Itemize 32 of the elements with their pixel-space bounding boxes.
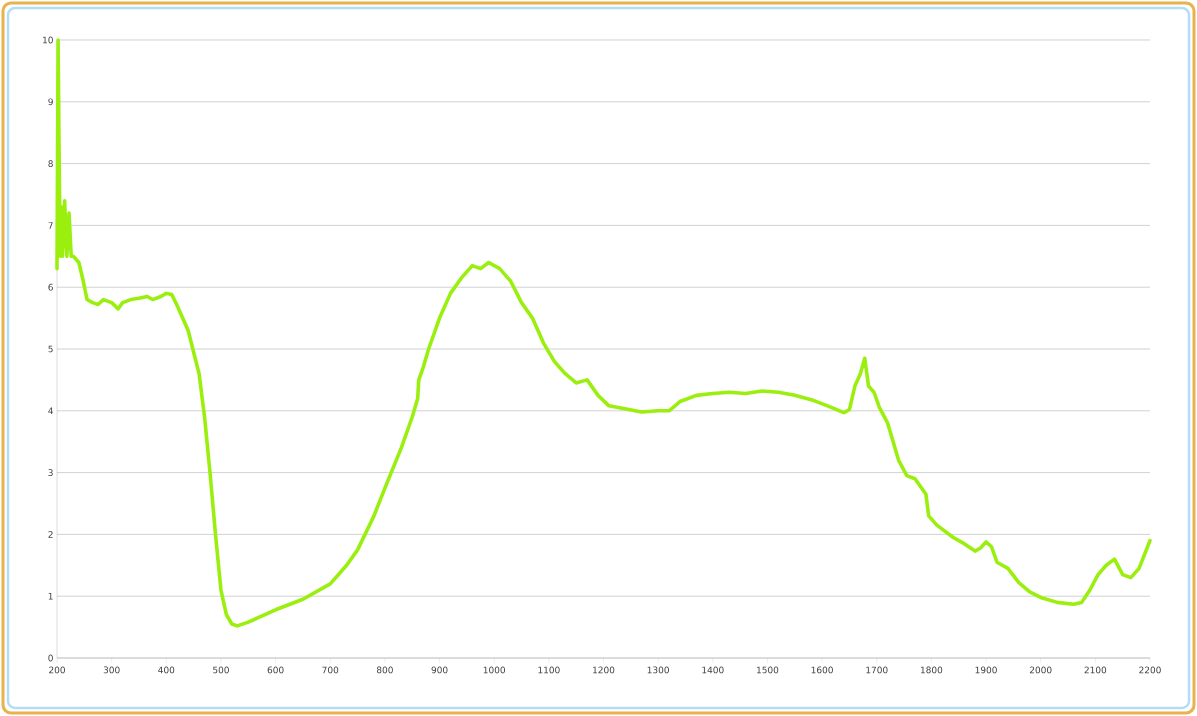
x-tick-label: 400 [158, 666, 175, 674]
x-tick-label: 1300 [647, 666, 669, 674]
x-tick-label: 1900 [975, 666, 997, 674]
y-tick-label: 10 [43, 36, 53, 44]
x-tick-label: 900 [431, 666, 448, 674]
x-tick-label: 600 [267, 666, 284, 674]
y-tick-label: 7 [48, 222, 53, 229]
x-tick-label: 1000 [483, 666, 506, 674]
y-tick-label: 4 [48, 407, 53, 415]
y-tick-label: 3 [48, 469, 53, 476]
x-tick-label: 2200 [1139, 666, 1161, 674]
x-tick-label: 2100 [1084, 666, 1107, 674]
x-tick-label: 1800 [920, 666, 943, 674]
y-tick-label: 6 [48, 283, 53, 291]
x-tick-label: 1500 [757, 666, 779, 674]
y-tick-label: 5 [48, 345, 53, 353]
x-tick-label: 700 [322, 666, 339, 674]
x-tick-label: 1100 [538, 666, 560, 674]
x-tick-label: 1700 [866, 666, 888, 674]
x-tick-label: 1400 [702, 666, 724, 674]
x-tick-label: 500 [213, 666, 229, 674]
y-tick-label: 1 [48, 592, 53, 600]
y-tick-label: 9 [48, 98, 53, 106]
x-tick-label: 200 [49, 666, 65, 674]
x-tick-label: 2000 [1029, 666, 1052, 674]
x-tick-label: 1600 [811, 666, 833, 674]
y-tick-label: 2 [48, 531, 53, 538]
x-tick-label: 300 [103, 666, 120, 674]
x-tick-label: 1200 [593, 666, 615, 674]
y-tick-label: 0 [48, 654, 53, 662]
y-tick-label: 8 [48, 160, 53, 167]
x-tick-label: 800 [376, 666, 393, 674]
